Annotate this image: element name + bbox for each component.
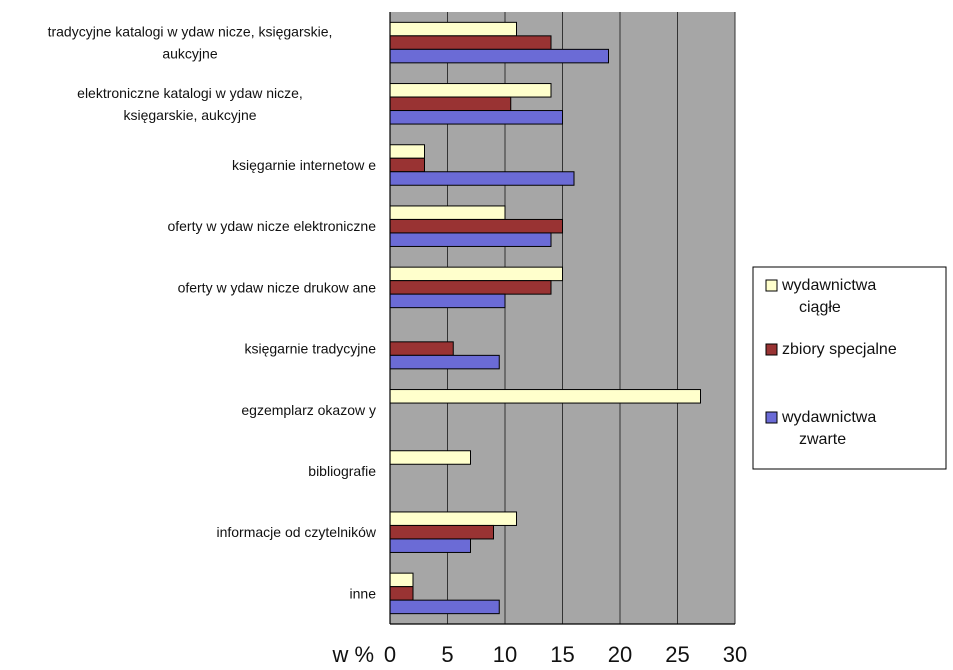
category-label: księgarnie tradycyjne	[244, 341, 376, 357]
bar	[389, 280, 552, 295]
x-tick-label: 5	[441, 642, 453, 667]
bar	[389, 538, 471, 553]
category-label: księgarnie internetow e	[232, 157, 376, 173]
category-label: bibliografie	[308, 463, 376, 479]
legend-swatch	[765, 411, 778, 424]
legend-label: wydawnictwa ciągłe	[781, 277, 876, 316]
category-label: elektroniczne katalogi w ydaw nicze, księ…	[77, 85, 303, 123]
bar	[389, 35, 552, 50]
x-tick-labels: 0 5 10 15 20 25 30	[384, 642, 747, 667]
bar	[389, 232, 552, 247]
x-tick-label: 25	[665, 642, 689, 667]
bar	[389, 354, 500, 370]
bar	[389, 266, 563, 282]
x-tick-label: 15	[550, 642, 574, 667]
bar	[389, 110, 563, 125]
category-label: oferty w ydaw nicze elektroniczne	[167, 218, 376, 234]
bar	[389, 341, 454, 356]
bar	[389, 96, 512, 112]
bar	[389, 144, 425, 159]
bar	[389, 524, 494, 540]
legend: wydawnictwa ciągłe zbiory specjalne wydawni…	[752, 266, 947, 470]
bar	[389, 205, 506, 220]
bar	[389, 389, 701, 404]
category-label: inne	[350, 585, 377, 601]
bar	[389, 511, 517, 526]
x-axis-label: w %	[331, 642, 374, 667]
bar	[389, 450, 471, 465]
legend-swatch	[765, 343, 778, 356]
category-label: egzemplarz okazow y	[241, 402, 376, 418]
bar	[389, 48, 609, 64]
bar	[389, 218, 563, 234]
legend-label: zbiory specjalne	[782, 341, 897, 358]
x-tick-label: 30	[723, 642, 747, 667]
x-tick-label: 0	[384, 642, 396, 667]
category-label: tradycyjne katalogi w ydaw nicze, księga…	[48, 24, 333, 62]
category-label: oferty w ydaw nicze drukow ane	[178, 279, 377, 295]
bar	[389, 586, 414, 601]
x-tick-label: 20	[608, 642, 632, 667]
category-label: informacje od czytelników	[216, 524, 376, 540]
bar	[389, 83, 552, 98]
legend-box	[752, 266, 947, 470]
x-tick-label: 10	[493, 642, 517, 667]
bar	[389, 599, 500, 615]
legend-swatch	[765, 279, 778, 292]
bar	[389, 572, 414, 588]
bar	[389, 21, 517, 37]
bar	[389, 171, 575, 186]
bar	[389, 157, 425, 173]
bar	[389, 293, 506, 309]
legend-label: wydawnictwa zwarte	[781, 409, 876, 448]
category-labels: tradycyjne katalogi w ydaw nicze, księga…	[48, 24, 377, 602]
